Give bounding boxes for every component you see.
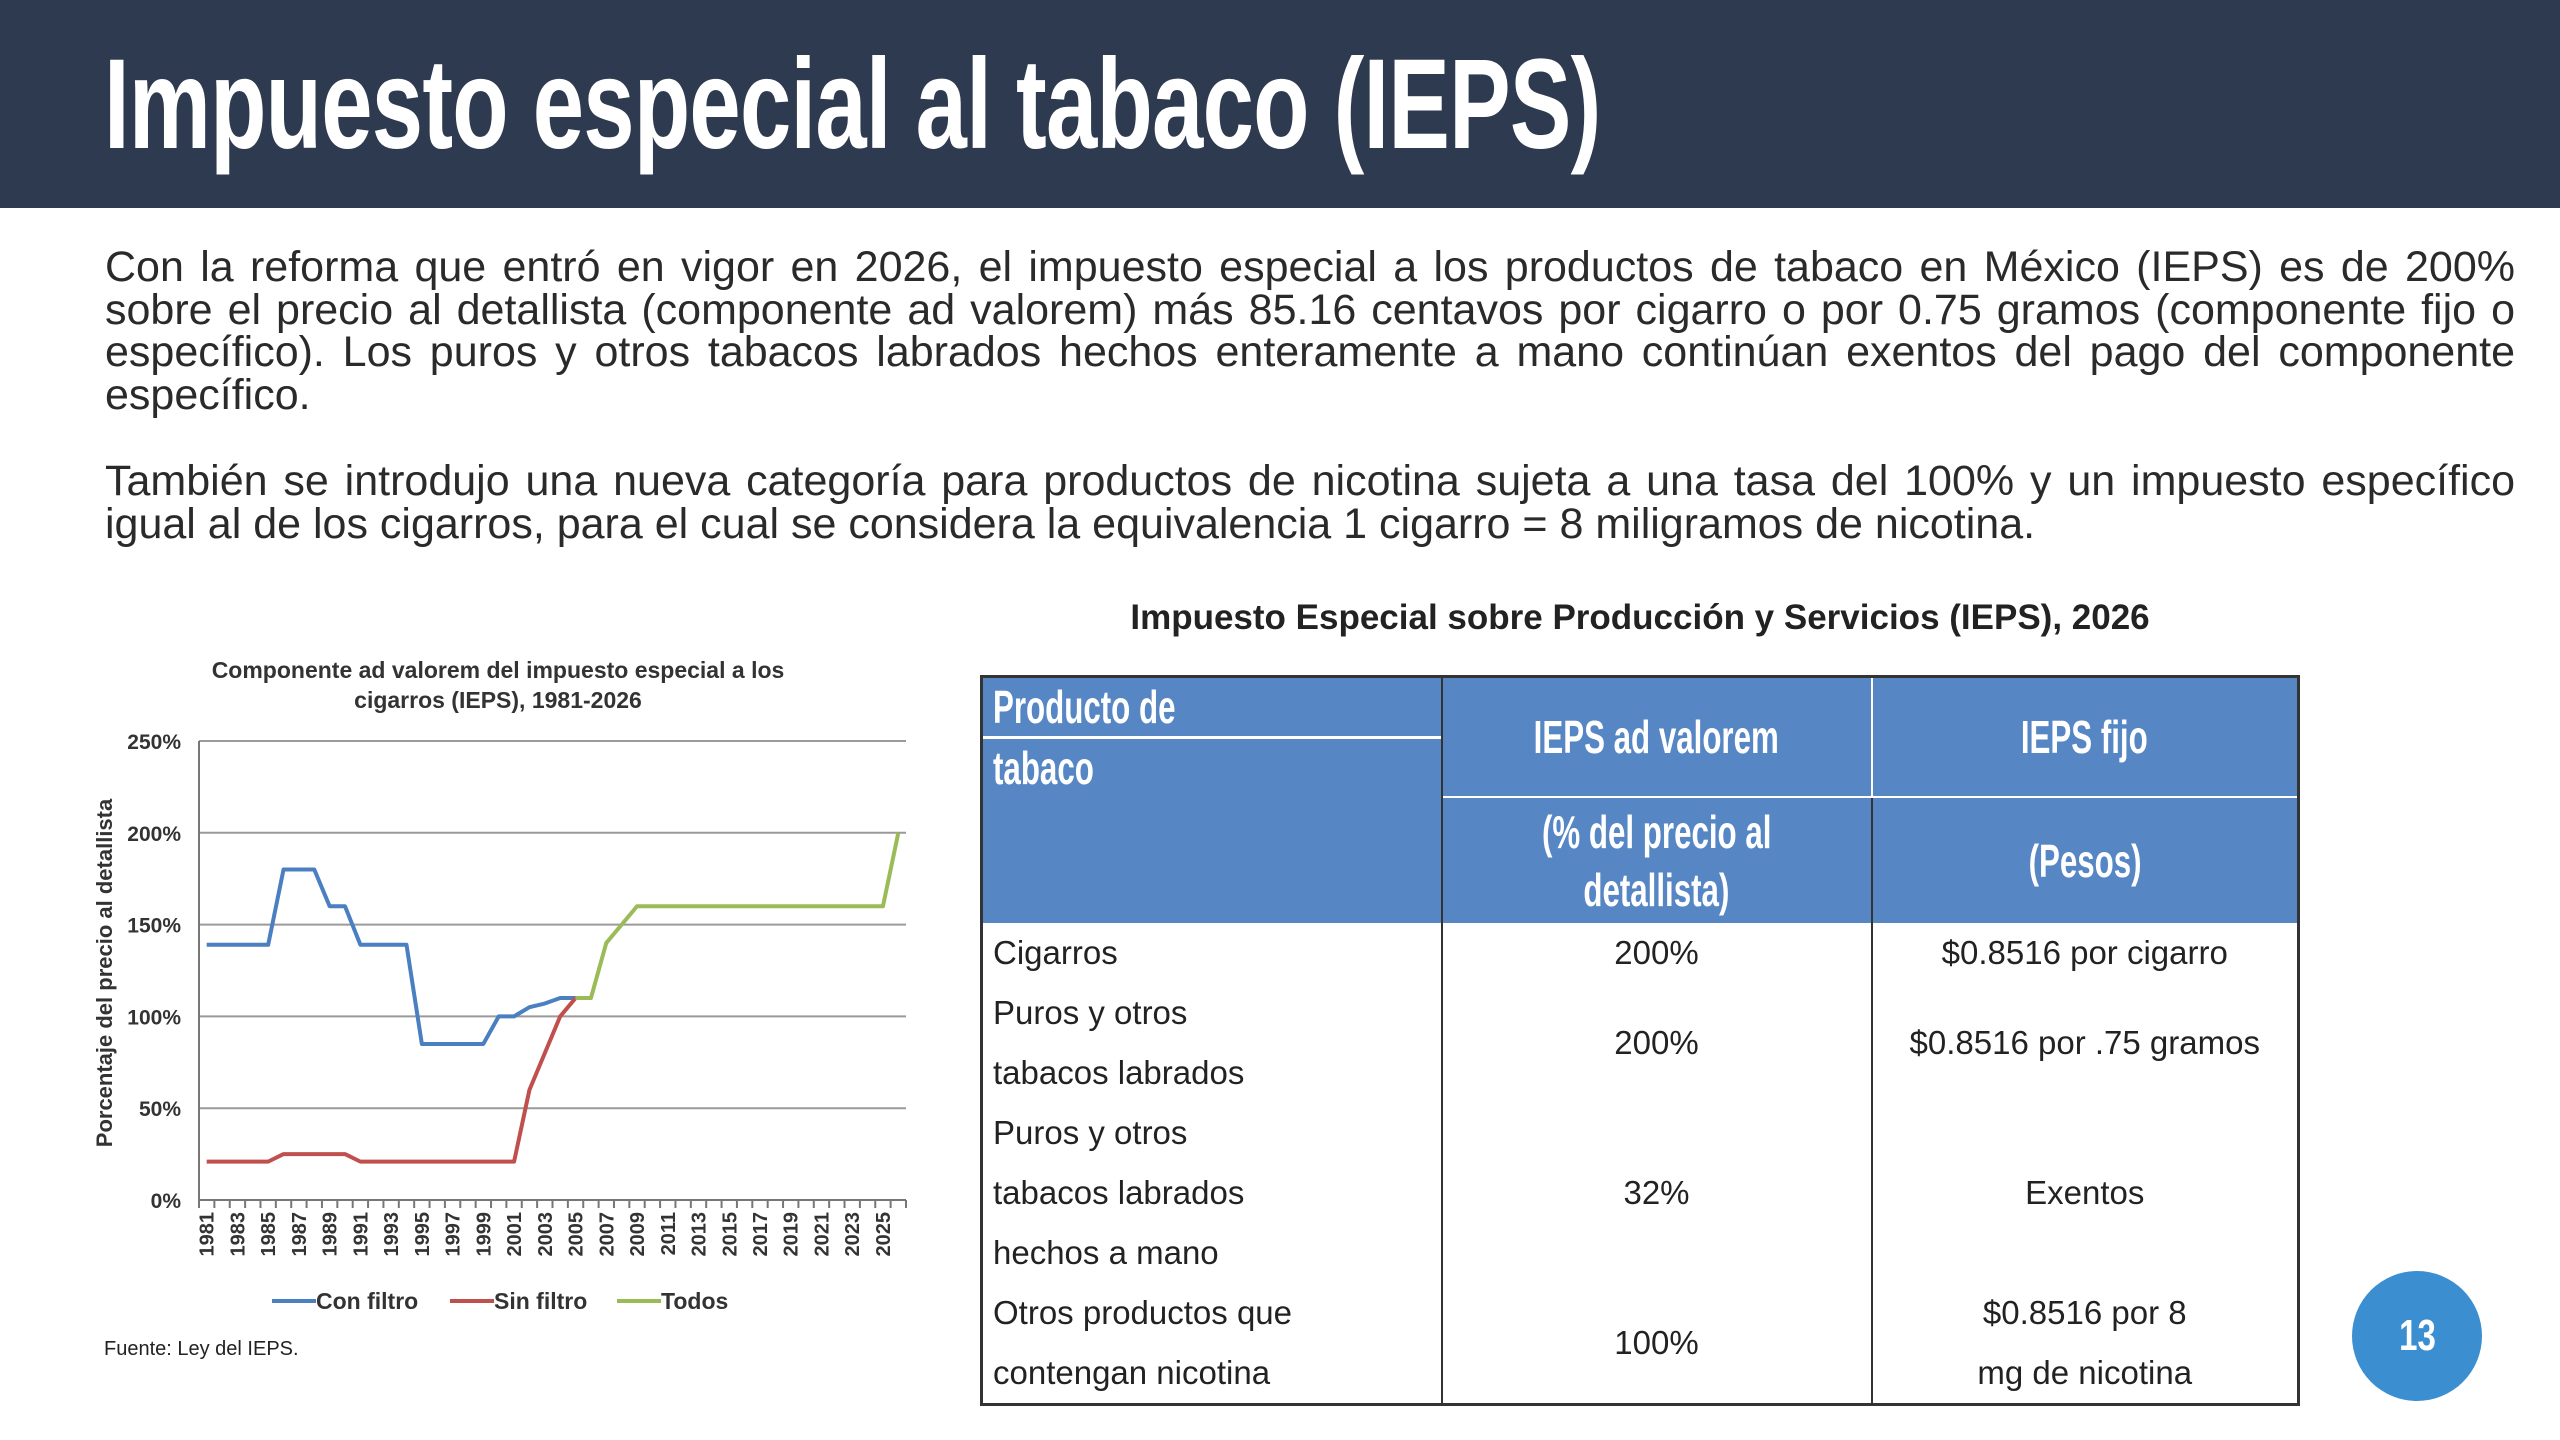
header-bar: Impuesto especial al tabaco (IEPS)	[0, 0, 2560, 208]
ad-valorem-line-chart: Componente ad valorem del impuesto espec…	[92, 657, 907, 1360]
cell-product-line: contengan nicotina	[993, 1354, 1271, 1391]
cell-product: Cigarros	[981, 923, 1443, 983]
y-tick-label: 50%	[139, 1098, 181, 1121]
x-tick-label: 1981	[197, 1212, 219, 1257]
cell-fijo-line: $0.8516 por .75 gramos	[1909, 1024, 2260, 1061]
header-product: Producto de tabaco	[981, 676, 1443, 797]
x-tick-label: 2025	[873, 1212, 895, 1257]
x-tick-label: 1989	[320, 1212, 342, 1257]
x-tick-label: 2015	[719, 1212, 741, 1257]
x-tick-label: 2007	[596, 1212, 618, 1257]
x-tick-label: 2003	[535, 1212, 557, 1257]
x-tick-label: 2005	[566, 1212, 588, 1257]
y-axis-label: Porcentaje del precio al detallista	[92, 798, 117, 1147]
paragraph-reform: Con la reforma que entró en vigor en 202…	[105, 243, 2515, 419]
table-title: Impuesto Especial sobre Producción y Ser…	[1130, 598, 2150, 637]
header-adval-sub: (% del precio al detallista)	[1440, 797, 1873, 923]
cell-adval: 32%	[1441, 1103, 1873, 1283]
cell-adval: 200%	[1441, 923, 1873, 983]
table-row: Otros productos que contengan nicotina 100…	[981, 1283, 2299, 1405]
cell-product-line: Puros y otros	[993, 1114, 1188, 1151]
x-tick-label: 2011	[658, 1212, 680, 1255]
x-tick-label: 2023	[842, 1212, 864, 1257]
cell-fijo: $0.8516 por 8 mg de nicotina	[1872, 1283, 2299, 1405]
page-title: Impuesto especial al tabaco (IEPS)	[104, 33, 1601, 176]
cell-product-line: hechos a mano	[993, 1234, 1219, 1271]
paragraph-nicotine: También se introdujo una nueva categoría…	[105, 457, 2515, 548]
x-tick-label: 1987	[289, 1212, 311, 1257]
cell-product: Otros productos que contengan nicotina	[981, 1283, 1443, 1405]
legend-label: Sin filtro	[494, 1288, 587, 1314]
x-tick-label: 2009	[627, 1212, 649, 1257]
header-product-2: tabaco	[993, 742, 1094, 794]
y-tick-label: 100%	[127, 1006, 181, 1029]
x-tick-label: 1991	[350, 1212, 372, 1257]
x-tick-label: 1997	[443, 1212, 465, 1257]
header-adval: IEPS ad valorem	[1440, 676, 1872, 798]
header-product-1: Producto de	[993, 681, 1176, 733]
table-row: Cigarros 200% $0.8516 por cigarro	[981, 923, 2299, 983]
cell-product-line: Cigarros	[993, 934, 1118, 971]
cell-adval-line: 100%	[1614, 1324, 1699, 1361]
cell-adval-line: 200%	[1614, 934, 1699, 971]
table-row: Puros y otros tabacos labrados hechos a ma…	[981, 1103, 2299, 1283]
ieps-table: Producto de tabaco IEPS ad valorem IEPS f…	[980, 675, 2300, 1406]
cell-product: Puros y otros tabacos labrados	[981, 983, 1443, 1103]
cell-adval-line: 32%	[1623, 1174, 1690, 1211]
cell-product-line: tabacos labrados	[993, 1174, 1245, 1211]
series-line-todos	[575, 832, 901, 1001]
y-tick-label: 200%	[127, 823, 181, 846]
series-line-sin-filtro	[206, 996, 578, 1164]
cell-fijo-line: $0.8516 por 8	[1982, 1294, 2187, 1331]
header-fijo-sub: (Pesos)	[1870, 797, 2299, 923]
cell-fijo-line: $0.8516 por cigarro	[1941, 934, 2228, 971]
cell-product-line: tabacos labrados	[993, 1054, 1245, 1091]
page-number-badge: 13	[2352, 1271, 2482, 1401]
legend-label: Todos	[661, 1288, 728, 1314]
cell-fijo: $0.8516 por .75 gramos	[1872, 983, 2299, 1103]
y-tick-label: 0%	[151, 1190, 182, 1213]
cell-fijo: Exentos	[1872, 1103, 2299, 1283]
cell-fijo-line: mg de nicotina	[1977, 1354, 2193, 1391]
header-empty	[981, 797, 1443, 923]
table-row: Puros y otros tabacos labrados 200% $0.8516…	[981, 983, 2299, 1103]
legend-label: Con filtro	[316, 1288, 418, 1314]
cell-product-line: Otros productos que	[993, 1294, 1292, 1331]
x-tick-label: 2017	[750, 1212, 772, 1257]
x-tick-label: 2013	[689, 1212, 711, 1257]
x-tick-label: 1985	[258, 1212, 280, 1257]
cell-fijo-line: Exentos	[2025, 1174, 2145, 1211]
cell-adval: 100%	[1441, 1283, 1873, 1405]
x-tick-label: 1993	[381, 1212, 403, 1257]
y-tick-label: 150%	[127, 915, 181, 938]
cell-product-line: Puros y otros	[993, 994, 1188, 1031]
header-fijo: IEPS fijo	[1870, 676, 2299, 798]
series-line-con-filtro	[206, 867, 576, 1046]
cell-adval: 200%	[1441, 983, 1873, 1103]
x-tick-label: 2021	[811, 1212, 833, 1257]
x-tick-label: 2001	[504, 1212, 526, 1257]
source-note: Fuente: Ley del IEPS.	[104, 1338, 299, 1360]
cell-product: Puros y otros tabacos labrados hechos a ma…	[981, 1103, 1443, 1283]
x-tick-label: 1999	[473, 1212, 495, 1257]
cell-adval-line: 200%	[1614, 1024, 1699, 1061]
x-tick-label: 1983	[227, 1212, 249, 1257]
x-tick-label: 2019	[781, 1212, 803, 1257]
cell-fijo: $0.8516 por cigarro	[1872, 923, 2299, 983]
y-tick-label: 250%	[127, 731, 181, 754]
chart-title: Componente ad valorem del impuesto espec…	[212, 657, 785, 683]
chart-title: cigarros (IEPS), 1981-2026	[354, 687, 642, 713]
x-tick-label: 1995	[412, 1212, 434, 1257]
